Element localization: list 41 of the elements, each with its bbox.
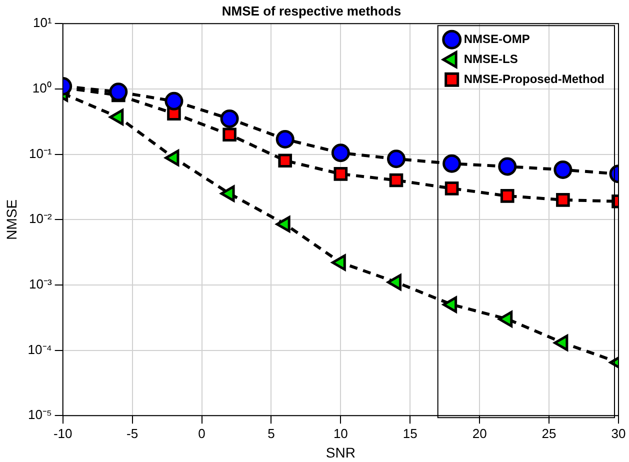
y-tick-label: 10⁻¹ <box>29 146 53 161</box>
point <box>276 130 294 148</box>
legend-label: NMSE-LS <box>464 52 518 66</box>
point <box>554 334 568 351</box>
point <box>334 167 348 181</box>
point <box>554 160 572 179</box>
legend-label: NMSE-Proposed-Method <box>464 72 605 86</box>
x-tick-label: 5 <box>268 426 275 441</box>
point <box>109 82 128 102</box>
point <box>442 296 458 313</box>
point <box>444 182 459 196</box>
x-tick-label: 25 <box>542 426 556 441</box>
chart-title: NMSE of respective methods <box>222 3 402 18</box>
x-tick-label: 15 <box>402 426 418 441</box>
x-tick-label: -5 <box>126 426 138 441</box>
point <box>222 128 236 142</box>
y-tick-label: 10⁰ <box>32 80 52 96</box>
y-tick-label: 10⁻⁵ <box>28 407 52 422</box>
x-tick-label: 10 <box>333 426 348 441</box>
x-tick-label: 20 <box>472 426 487 441</box>
y-tick-label: 10¹ <box>33 15 53 30</box>
point <box>498 310 513 328</box>
y-tick-label: 10⁻² <box>29 211 53 226</box>
y-tick-label: 10⁻³ <box>29 276 53 292</box>
legend-label: NMSE-OMP <box>464 32 530 46</box>
x-tick-label: 0 <box>198 426 206 441</box>
point <box>442 154 462 173</box>
x-tick-label: 30 <box>611 426 626 441</box>
x-axis-title: SNR <box>326 444 356 460</box>
x-tick-label: -10 <box>53 426 72 441</box>
point <box>278 154 292 168</box>
point <box>556 193 570 207</box>
point <box>389 173 404 188</box>
point <box>220 109 239 128</box>
point <box>164 92 184 110</box>
y-tick-label: 10⁻⁴ <box>28 342 52 357</box>
point <box>498 157 517 176</box>
point <box>386 150 406 168</box>
point <box>331 144 350 162</box>
point <box>500 189 514 203</box>
y-axis-title: NMSE <box>3 199 20 240</box>
